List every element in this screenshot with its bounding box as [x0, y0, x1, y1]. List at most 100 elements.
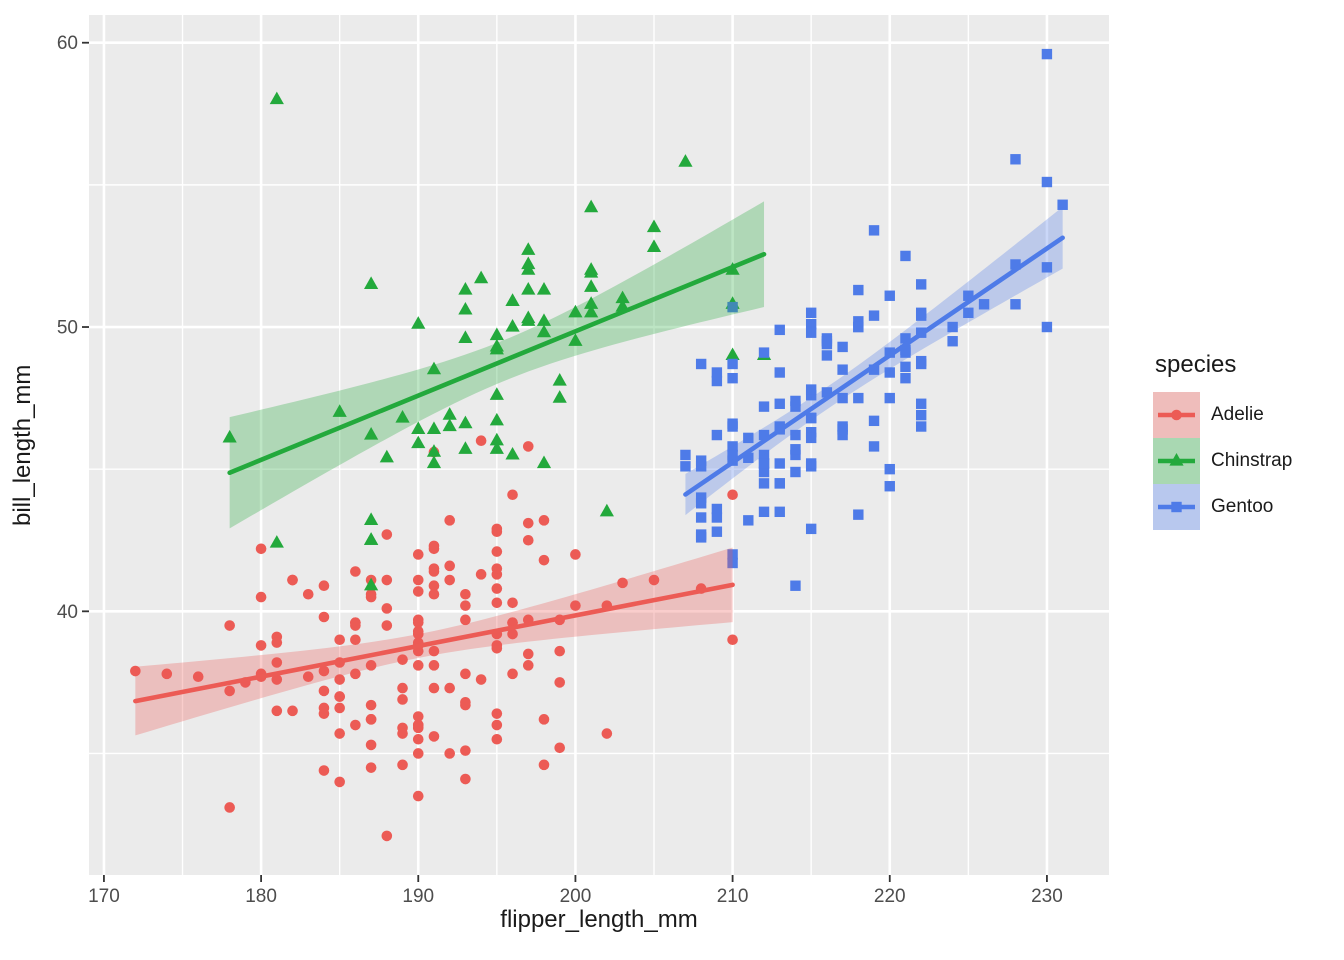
- data-point-circle: [350, 634, 361, 646]
- data-point-square: [1041, 262, 1053, 273]
- data-point-square: [853, 316, 864, 327]
- data-point-square: [695, 498, 707, 509]
- data-point-circle: [271, 705, 283, 717]
- data-point-circle: [271, 637, 283, 648]
- legend-key-square-icon: [1153, 484, 1200, 530]
- data-point-circle: [381, 574, 393, 586]
- data-point-circle: [491, 583, 503, 594]
- data-point-square: [790, 429, 801, 441]
- data-point-circle: [460, 696, 471, 708]
- data-point-circle: [350, 719, 361, 731]
- regression-line-chinstrap: [227, 251, 767, 476]
- data-point-circle: [460, 600, 471, 611]
- data-point-triangle: [521, 313, 536, 326]
- data-point-square: [695, 529, 707, 540]
- y-tick-label: 50: [57, 318, 78, 339]
- data-point-triangle: [584, 304, 599, 318]
- legend-key-circle-icon: [1153, 392, 1200, 438]
- x-tick-label: 190: [402, 886, 434, 907]
- data-point-triangle: [489, 432, 504, 446]
- data-point-square: [821, 387, 833, 398]
- data-point-triangle: [442, 407, 457, 420]
- data-point-triangle: [364, 577, 379, 591]
- data-point-square: [1010, 154, 1021, 165]
- data-point-square: [790, 580, 801, 591]
- data-point-square: [805, 458, 817, 469]
- data-point-circle: [507, 668, 518, 680]
- data-point-circle: [475, 435, 487, 447]
- data-point-square: [695, 512, 707, 523]
- data-point-triangle: [552, 373, 567, 386]
- data-point-triangle: [411, 435, 426, 449]
- data-point-square: [711, 367, 723, 378]
- data-point-square: [884, 463, 895, 475]
- data-point-square: [758, 506, 770, 518]
- data-point-square: [758, 401, 770, 412]
- data-point-square: [947, 321, 958, 333]
- data-point-square: [727, 418, 738, 429]
- data-point-square: [790, 395, 801, 407]
- data-point-square: [758, 347, 770, 358]
- data-point-circle: [538, 554, 550, 566]
- data-point-square: [884, 392, 895, 404]
- x-tick-label: 220: [874, 886, 906, 907]
- data-point-circle: [287, 574, 298, 586]
- data-point-circle: [130, 665, 141, 677]
- data-point-triangle: [521, 282, 536, 295]
- data-point-square: [915, 279, 927, 290]
- legend-label: Chinstrap: [1211, 450, 1293, 471]
- y-tick-label: 40: [57, 602, 78, 623]
- y-axis-title: bill_length_mm: [9, 364, 36, 526]
- data-point-square: [790, 444, 801, 455]
- data-point-square: [853, 284, 864, 296]
- data-point-square: [837, 429, 848, 441]
- x-axis-title: flipper_length_mm: [500, 906, 698, 933]
- data-point-square: [868, 225, 880, 236]
- data-point-circle: [570, 600, 581, 611]
- data-point-triangle: [395, 409, 410, 423]
- data-point-square: [884, 481, 895, 492]
- data-point-square: [805, 523, 817, 535]
- data-point-circle: [491, 640, 503, 651]
- data-point-circle: [224, 802, 235, 813]
- data-point-square: [853, 392, 864, 404]
- data-point-triangle: [458, 282, 473, 295]
- data-point-square: [805, 327, 817, 338]
- data-point-triangle: [364, 427, 379, 440]
- data-point-circle: [538, 714, 550, 725]
- x-tick-label: 170: [88, 886, 120, 907]
- data-point-square: [711, 375, 723, 387]
- data-point-circle: [522, 517, 534, 529]
- data-point-circle: [460, 588, 471, 600]
- data-point-circle: [224, 685, 235, 697]
- data-point-circle: [397, 682, 408, 694]
- data-point-triangle: [489, 441, 504, 454]
- data-point-circle: [444, 682, 455, 694]
- data-point-square: [680, 461, 691, 472]
- data-point-triangle: [411, 421, 426, 434]
- data-point-triangle: [489, 387, 504, 400]
- data-point-square: [821, 338, 833, 350]
- data-point-square: [774, 506, 785, 518]
- data-point-triangle: [568, 333, 583, 346]
- data-point-circle: [412, 586, 424, 597]
- data-point-square: [1041, 321, 1053, 333]
- data-point-square: [837, 392, 848, 404]
- data-point-circle: [570, 549, 581, 560]
- data-point-square: [711, 526, 723, 537]
- data-point-square: [774, 367, 785, 378]
- data-point-square: [758, 478, 770, 489]
- data-point-square: [711, 503, 723, 515]
- data-point-circle: [428, 682, 440, 694]
- data-point-circle: [381, 620, 393, 631]
- data-point-square: [727, 449, 738, 461]
- data-point-circle: [522, 534, 534, 546]
- data-point-triangle: [364, 512, 379, 525]
- x-tick-label: 230: [1031, 886, 1063, 907]
- data-point-triangle: [568, 304, 583, 318]
- data-point-circle: [491, 546, 503, 557]
- legend-title: species: [1155, 351, 1237, 378]
- data-point-circle: [491, 733, 503, 745]
- data-point-square: [868, 415, 880, 427]
- data-point-circle: [397, 728, 408, 739]
